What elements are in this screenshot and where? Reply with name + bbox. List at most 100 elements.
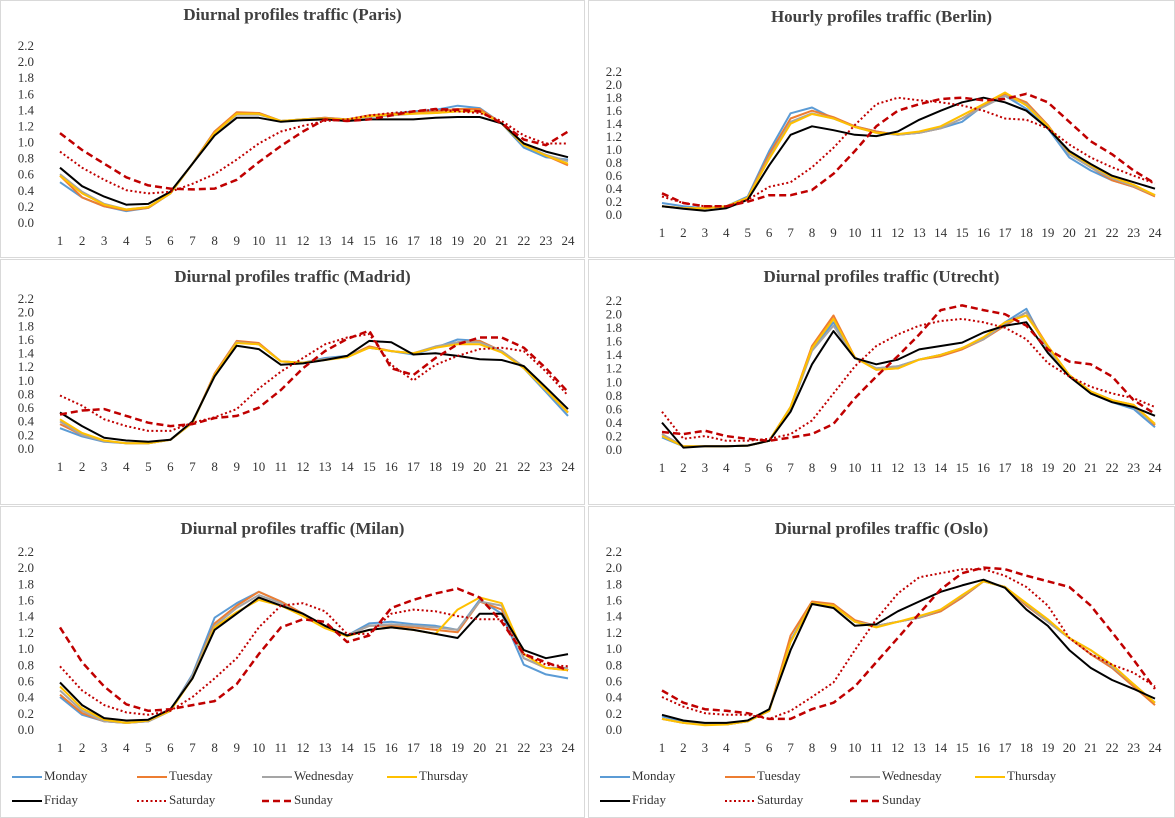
y-tick-label: 2.2 (18, 544, 34, 559)
y-tick-label: 1.8 (18, 318, 34, 333)
series-line (661, 96, 1156, 208)
x-tick-label: 16 (977, 740, 991, 755)
x-tick-label: 19 (1041, 740, 1054, 755)
x-tick-label: 21 (495, 740, 508, 755)
x-tick-label: 13 (319, 459, 332, 474)
x-tick-label: 9 (233, 740, 240, 755)
series-line (661, 566, 1157, 721)
x-tick-label: 8 (809, 740, 816, 755)
x-tick-label: 23 (1127, 225, 1140, 240)
x-tick-label: 12 (296, 740, 309, 755)
series-line (661, 321, 1156, 449)
x-tick-label: 14 (341, 459, 355, 474)
x-tick-label: 4 (123, 233, 130, 248)
y-tick-label: 1.2 (606, 129, 622, 144)
y-tick-label: 1.2 (18, 118, 34, 133)
x-tick-label: 11 (870, 460, 883, 475)
y-tick-label: 0.8 (18, 657, 34, 672)
x-tick-label: 3 (702, 740, 709, 755)
x-tick-label: 18 (1020, 460, 1033, 475)
series-line (59, 602, 569, 716)
x-tick-label: 2 (79, 459, 86, 474)
x-tick-label: 20 (473, 233, 486, 248)
y-tick-label: 0.6 (606, 401, 623, 416)
x-tick-label: 10 (252, 233, 265, 248)
y-tick-label: 1.4 (606, 116, 623, 131)
y-tick-label: 2.0 (606, 77, 622, 92)
x-tick-label: 19 (451, 740, 464, 755)
y-tick-label: 0.0 (18, 722, 34, 737)
y-tick-label: 1.4 (18, 346, 35, 361)
y-tick-label: 2.0 (606, 560, 622, 575)
series-line (661, 96, 1156, 212)
x-tick-label: 5 (744, 740, 751, 755)
x-tick-label: 15 (956, 740, 969, 755)
x-tick-label: 14 (934, 225, 948, 240)
x-tick-label: 1 (659, 225, 666, 240)
panel (0, 259, 585, 505)
x-tick-label: 6 (766, 740, 773, 755)
x-tick-label: 2 (680, 740, 687, 755)
series-line (59, 596, 569, 722)
y-tick-label: 0.8 (606, 657, 622, 672)
legend-label: Friday (44, 792, 78, 807)
x-tick-label: 1 (57, 233, 64, 248)
x-tick-label: 9 (830, 740, 837, 755)
x-tick-label: 2 (680, 225, 687, 240)
y-tick-label: 1.2 (18, 359, 34, 374)
x-tick-label: 13 (319, 740, 332, 755)
x-tick-label: 5 (145, 233, 152, 248)
y-tick-label: 2.0 (606, 307, 622, 322)
y-tick-label: 1.6 (18, 86, 35, 101)
series-line (661, 317, 1156, 442)
y-tick-label: 0.2 (18, 706, 34, 721)
legend-label: Monday (632, 768, 676, 783)
x-tick-label: 3 (101, 459, 108, 474)
x-tick-label: 2 (79, 740, 86, 755)
x-tick-label: 4 (123, 459, 130, 474)
legend-label: Thursday (1007, 768, 1057, 783)
chart-title: Diurnal profiles traffic (Oslo) (775, 519, 989, 538)
chart-title: Diurnal profiles traffic (Milan) (181, 519, 405, 538)
y-tick-label: 1.4 (18, 102, 35, 117)
x-tick-label: 9 (233, 459, 240, 474)
y-tick-label: 1.8 (606, 576, 622, 591)
x-tick-label: 21 (495, 233, 508, 248)
y-tick-label: 1.6 (18, 593, 35, 608)
y-tick-label: 0.4 (606, 415, 623, 430)
x-tick-label: 7 (787, 225, 794, 240)
x-tick-label: 11 (275, 740, 288, 755)
panel (588, 506, 1175, 818)
y-tick-label: 0.8 (606, 388, 622, 403)
y-tick-label: 0.8 (606, 155, 622, 170)
y-tick-label: 0.4 (18, 183, 35, 198)
x-tick-label: 8 (809, 460, 816, 475)
legend-label: Tuesday (757, 768, 801, 783)
x-tick-label: 7 (787, 740, 794, 755)
x-tick-label: 10 (848, 460, 861, 475)
x-tick-label: 22 (1106, 225, 1119, 240)
x-tick-label: 22 (517, 740, 530, 755)
x-tick-label: 3 (702, 225, 709, 240)
y-tick-label: 0.2 (18, 199, 34, 214)
series-line (58, 587, 569, 713)
x-tick-label: 17 (407, 740, 421, 755)
x-tick-label: 17 (407, 459, 421, 474)
x-tick-label: 6 (167, 459, 174, 474)
legend-label: Friday (632, 792, 666, 807)
series-line (59, 596, 569, 724)
x-tick-label: 13 (913, 740, 926, 755)
y-tick-label: 0.6 (606, 168, 623, 183)
y-tick-label: 0.4 (606, 690, 623, 705)
x-tick-label: 4 (723, 460, 730, 475)
legend-label: Thursday (419, 768, 469, 783)
x-tick-label: 12 (891, 225, 904, 240)
x-tick-label: 1 (659, 740, 666, 755)
x-tick-label: 8 (211, 740, 218, 755)
chart-title: Hourly profiles traffic (Berlin) (771, 7, 992, 26)
x-tick-label: 16 (977, 460, 991, 475)
x-tick-label: 19 (1041, 225, 1054, 240)
x-tick-label: 14 (934, 460, 948, 475)
y-tick-label: 2.0 (18, 305, 34, 320)
x-tick-label: 15 (363, 233, 376, 248)
